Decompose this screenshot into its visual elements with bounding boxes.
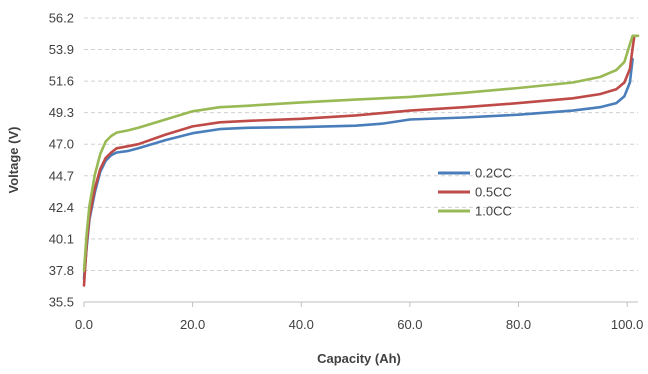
x-tick-label: 100.0 [611,317,644,332]
y-tick-label: 37.8 [49,263,74,278]
y-tick-label: 53.9 [49,42,74,57]
legend-label: 0.5CC [475,185,512,200]
y-tick-label: 47.0 [49,137,74,152]
legend-label: 0.2CC [475,166,512,181]
y-tick-label: 40.1 [49,231,74,246]
y-tick-label: 44.7 [49,168,74,183]
series-line-1.0cc [82,34,640,272]
legend-label: 1.0CC [475,204,512,219]
y-axis-ticks: 35.5 37.8 40.1 42.4 44.7 47.0 49.3 51.6 53.9 56.2 [49,11,74,310]
y-tick-label: 56.2 [49,11,74,26]
gridlines [84,17,638,271]
y-tick-label: 35.5 [49,295,74,310]
x-tick-label: 60.0 [397,317,422,332]
y-axis-title: Voltage (V) [6,127,21,194]
y-tick-label: 49.3 [49,105,74,120]
series-line-0.2cc [82,57,634,280]
x-tick-label: 20.0 [180,317,205,332]
x-axis-ticks: 0.0 20.0 40.0 60.0 80.0 100.0 [75,302,643,332]
legend: 0.2CC 0.5CC 1.0CC [438,166,512,219]
x-tick-label: 0.0 [75,317,93,332]
x-tick-label: 80.0 [506,317,531,332]
series-lines [82,34,640,287]
y-tick-label: 51.6 [49,74,74,89]
x-tick-label: 40.0 [289,317,314,332]
y-tick-label: 42.4 [49,200,74,215]
series-line-0.5cc [82,35,636,287]
x-axis-title: Capacity (Ah) [317,351,401,366]
